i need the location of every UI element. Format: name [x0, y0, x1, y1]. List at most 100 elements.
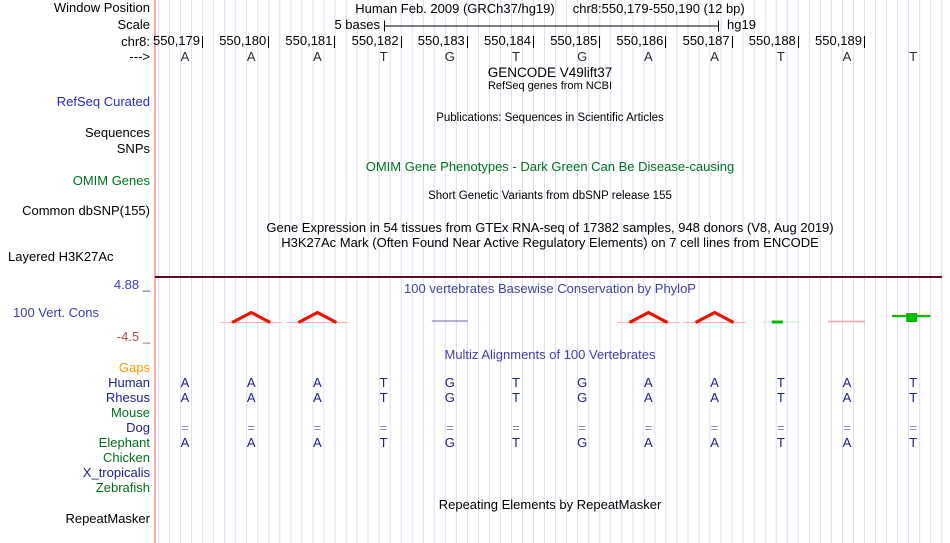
ruler-coordinate: 550,186	[616, 33, 664, 48]
conservation-track-separator	[155, 276, 942, 278]
track-label-refseq-curated[interactable]: RefSeq Curated	[56, 94, 150, 109]
track-title-h3k27ac-mark-often-found-near-active-reg[interactable]: H3K27Ac Mark (Often Found Near Active Re…	[281, 235, 819, 250]
ruler-tick	[334, 36, 336, 48]
alignment-base-human: A	[180, 375, 190, 390]
alignment-base-human: T	[776, 375, 785, 390]
ruler-coordinate: 550,181	[285, 33, 333, 48]
ruler-coordinate: 550,179	[153, 33, 200, 48]
alignment-base-elephant: A	[246, 435, 256, 450]
sequence-base: A	[710, 49, 719, 64]
track-label-gaps: Gaps	[118, 360, 150, 375]
track-label-omim-genes[interactable]: OMIM Genes	[72, 173, 150, 188]
alignment-base-human: T	[379, 375, 388, 390]
ruler-tick	[400, 36, 402, 48]
alignment-base-human: A	[246, 375, 256, 390]
alignment-base-human: A	[313, 375, 322, 390]
ruler-tick	[268, 36, 270, 48]
sequence-base: A	[313, 49, 322, 64]
alignment-base-human: A	[842, 375, 852, 390]
alignment-base-dog: =	[843, 420, 851, 435]
alignment-base-rhesus: A	[710, 390, 719, 405]
scale-value: 5 bases	[334, 17, 380, 32]
alignment-base-rhesus: T	[909, 390, 918, 405]
ruler-tick	[202, 36, 203, 48]
alignment-base-elephant: G	[444, 435, 455, 450]
track-title-100-vertebrates-basewise-conservation-by[interactable]: 100 vertebrates Basewise Conservation by…	[404, 281, 696, 296]
alignment-base-dog: =	[644, 420, 653, 435]
alignment-base-dog: =	[379, 420, 388, 435]
track-label-layered-h3k27ac[interactable]: Layered H3K27Ac	[8, 249, 114, 264]
track-title-publications-sequences-in-scientific-art[interactable]: Publications: Sequences in Scientific Ar…	[436, 112, 664, 124]
ruler-tick	[864, 36, 865, 48]
track-label-100-vert-cons[interactable]: 100 Vert. Cons	[13, 305, 99, 320]
alignment-base-elephant: G	[577, 435, 588, 450]
track-label-rhesus: Rhesus	[105, 390, 150, 405]
alignment-base-elephant: A	[313, 435, 322, 450]
sequence-base: T	[379, 49, 388, 64]
track-label-snps[interactable]: SNPs	[116, 141, 150, 156]
track-label-4-88: 4.88 _	[113, 277, 150, 292]
alignment-base-rhesus: A	[313, 390, 322, 405]
track-label-elephant: Elephant	[98, 435, 150, 450]
alignment-base-dog: =	[512, 420, 520, 435]
alignment-base-human: G	[577, 375, 588, 390]
ruler-coordinate: 550,189	[815, 33, 862, 48]
alignment-base-human: G	[444, 375, 455, 390]
alignment-base-dog: =	[181, 420, 189, 435]
track-title-multiz-alignments-of-100-vertebrates[interactable]: Multiz Alignments of 100 Vertebrates	[444, 347, 656, 362]
alignment-base-dog: =	[446, 420, 454, 435]
ruler-coordinate: 550,184	[484, 33, 531, 48]
track-left-border	[154, 0, 156, 543]
track-title-gene-expression-in-54-tissues-from-gtex-[interactable]: Gene Expression in 54 tissues from GTEx …	[266, 220, 834, 235]
ruler-coordinate: 550,180	[219, 33, 267, 48]
sequence-base: T	[512, 49, 520, 64]
alignment-base-human: T	[512, 375, 520, 390]
alignment-base-elephant: A	[842, 435, 852, 450]
ruler-coordinate: 550,182	[351, 33, 399, 48]
alignment-base-dog: =	[578, 420, 586, 435]
track-title-short-genetic-variants-from-dbsnp-releas[interactable]: Short Genetic Variants from dbSNP releas…	[428, 190, 672, 202]
track-label-dog: Dog	[126, 420, 150, 435]
alignment-base-dog: =	[247, 420, 255, 435]
track-label-x-tropicalis: X_tropicalis	[82, 465, 150, 480]
assembly-position-header: Human Feb. 2009 (GRCh37/hg19) chr8:550,17…	[155, 1, 945, 16]
sequence-base: A	[644, 49, 653, 64]
track-label-sequences[interactable]: Sequences	[84, 125, 150, 140]
alignment-base-rhesus: T	[512, 390, 520, 405]
track-label-window-position: Window Position	[53, 0, 150, 15]
track-label-mouse: Mouse	[110, 405, 150, 420]
alignment-base-elephant: T	[379, 435, 388, 450]
alignment-base-rhesus: A	[180, 390, 190, 405]
sequence-base: G	[444, 49, 455, 64]
ruler-tick	[731, 36, 733, 48]
alignment-base-rhesus: G	[577, 390, 588, 405]
track-label-common-dbsnp-155[interactable]: Common dbSNP(155)	[22, 203, 150, 218]
alignment-base-human: A	[644, 375, 653, 390]
track-label-scale: Scale	[117, 17, 150, 32]
alignment-base-rhesus: A	[644, 390, 653, 405]
track-label-repeatmasker[interactable]: RepeatMasker	[65, 511, 150, 526]
track-label-human: Human	[108, 375, 150, 390]
alignment-base-dog: =	[909, 420, 917, 435]
track-title-omim-gene-phenotypes-dark-green-can-be-d[interactable]: OMIM Gene Phenotypes - Dark Green Can Be…	[365, 159, 735, 174]
track-title-repeating-elements-by-repeatmasker[interactable]: Repeating Elements by RepeatMasker	[438, 497, 662, 512]
sequence-base: T	[776, 49, 785, 64]
sequence-base: T	[909, 49, 918, 64]
ruler-coordinate: 550,187	[682, 33, 730, 48]
track-title-gencode-v49lift37[interactable]: GENCODE V49lift37	[487, 65, 613, 80]
assembly-title: Human Feb. 2009 (GRCh37/hg19)	[355, 1, 555, 16]
alignment-base-dog: =	[313, 420, 322, 435]
track-label-4-5: -4.5 _	[116, 329, 150, 344]
ruler-tick	[797, 36, 799, 48]
ruler-coordinate: 550,183	[417, 33, 465, 48]
alignment-base-rhesus: A	[842, 390, 852, 405]
track-label-chicken: Chicken	[103, 450, 150, 465]
alignment-base-human: A	[710, 375, 719, 390]
ruler-tick	[533, 36, 534, 48]
track-label-: --->	[129, 49, 150, 64]
alignment-base-human: T	[909, 375, 918, 390]
track-title-refseq-genes-from-ncbi[interactable]: RefSeq genes from NCBI	[487, 80, 613, 92]
alignment-base-rhesus: G	[444, 390, 455, 405]
alignment-base-rhesus: T	[776, 390, 785, 405]
